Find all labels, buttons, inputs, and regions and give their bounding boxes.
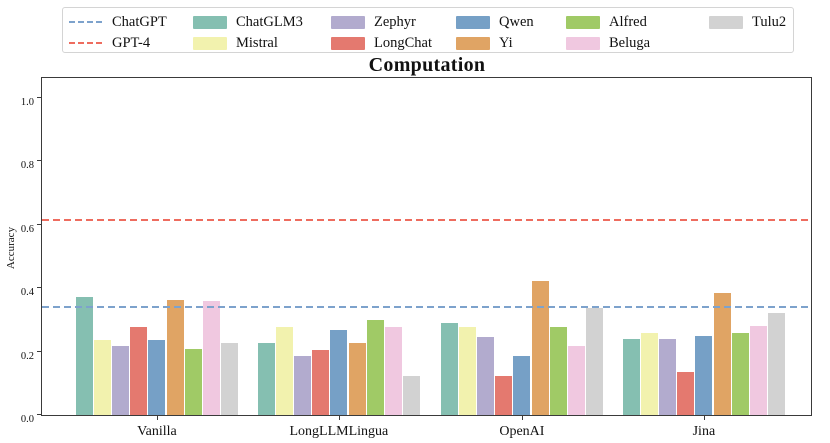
y-tick-mark [37,414,41,415]
y-tick-label: 0.4 [20,287,34,298]
bar-beluga-openai [567,346,585,415]
legend-label: Beluga [609,35,651,51]
bar-zephyr-vanilla [112,346,130,415]
y-tick-label: 1.0 [20,96,34,108]
legend-box: ChatGPT ChatGLM3 Zephyr Qwen Alfred Tulu2 GPT-… [62,7,794,53]
legend-label: Zephyr [374,14,416,30]
bar-longchat-longllmlingua [312,349,330,415]
legend-label: Qwen [499,14,534,30]
y-tick-label: 0.2 [20,350,34,362]
bar-tulu2-openai [585,307,603,415]
x-tick-label: Vanilla [137,424,177,439]
bar-alfred-longllmlingua [366,320,384,415]
bar-zephyr-openai [477,336,495,415]
bar-mistral-jina [641,333,659,415]
legend-item-beluga: Beluga [566,34,650,52]
plot-area: 0.0 0.2 0.4 0.6 0.8 1.0 Vanilla LongLLMLingua Op… [21,77,812,439]
bar-mistral-vanilla [94,339,112,415]
color-patch-icon [331,15,365,29]
bar-qwen-vanilla [148,339,166,415]
x-tick-label: Jina [692,424,716,439]
color-patch-icon [566,15,600,29]
bar-beluga-jina [749,326,767,415]
legend-label: Mistral [236,35,278,51]
bar-qwen-jina [695,335,713,415]
bar-yi-vanilla [166,300,184,415]
legend-item-chatglm3: ChatGLM3 [193,13,303,31]
legend-item-yi: Yi [456,34,513,52]
legend-label: GPT-4 [112,35,151,51]
legend-item-gpt-4: GPT-4 [69,34,150,52]
y-tick-label: 0.8 [20,160,34,171]
bar-yi-jina [713,293,731,415]
y-tick-label: 0.6 [20,223,34,235]
legend-item-chatgpt: ChatGPT [69,13,167,31]
y-tick-mark [37,223,41,225]
bar-chatglm3-vanilla [76,296,93,415]
color-patch-icon [709,15,743,29]
bar-mistral-openai [459,326,477,415]
hline-gpt-4 [42,219,811,222]
bar-longchat-jina [677,372,695,415]
bar-zephyr-longllmlingua [294,356,312,415]
bar-chatglm3-openai [441,322,458,415]
bar-alfred-vanilla [184,349,202,415]
bar-alfred-jina [731,333,749,415]
y-tick-mark [37,160,41,161]
legend-label: ChatGLM3 [236,14,303,30]
y-tick-mark [37,287,41,288]
bar-tulu2-longllmlingua [402,375,420,415]
bar-chatglm3-longllmlingua [258,342,275,415]
legend-item-alfred: Alfred [566,13,647,31]
y-tick-mark [37,96,41,98]
bar-mistral-longllmlingua [276,326,294,415]
legend-label: ChatGPT [112,14,167,30]
dashed-line-marker-icon [69,42,103,44]
bar-tulu2-vanilla [220,342,238,415]
bar-tulu2-jina [767,313,785,415]
legend-label: Tulu2 [752,14,787,30]
legend-label: LongChat [374,35,432,51]
legend-item-tulu2: Tulu2 [709,13,786,31]
bar-qwen-openai [513,355,531,415]
bar-beluga-vanilla [202,301,220,415]
bar-beluga-longllmlingua [384,326,402,415]
color-patch-icon [193,15,227,29]
legend-item-zephyr: Zephyr [331,13,416,31]
color-patch-icon [193,36,227,50]
bar-alfred-openai [549,326,567,415]
x-tick-label: LongLLMLingua [289,424,389,439]
y-tick-label: 0.0 [20,414,34,425]
legend-label: Yi [499,35,513,51]
legend-item-mistral: Mistral [193,34,278,52]
x-tick-mark [338,416,340,420]
hline-chatgpt [42,306,811,309]
color-patch-icon [456,15,490,29]
y-tick-mark [37,350,41,352]
bar-yi-openai [531,280,549,415]
bar-qwen-longllmlingua [330,330,348,415]
bar-longchat-vanilla [130,326,148,415]
x-tick-mark [521,416,523,420]
bar-chatglm3-jina [623,339,640,415]
dashed-line-marker-icon [69,21,103,23]
legend-item-longchat: LongChat [331,34,432,52]
x-tick-mark [703,416,705,420]
color-patch-icon [456,36,490,50]
bar-longchat-openai [495,375,513,415]
color-patch-icon [566,36,600,50]
legend-label: Alfred [609,14,647,30]
legend-item-qwen: Qwen [456,13,534,31]
x-tick-mark [156,416,158,420]
bar-yi-longllmlingua [348,342,366,415]
bar-zephyr-jina [659,339,677,415]
color-patch-icon [331,36,365,50]
x-tick-label: OpenAI [499,424,545,439]
chart-title: Computation [368,54,486,76]
